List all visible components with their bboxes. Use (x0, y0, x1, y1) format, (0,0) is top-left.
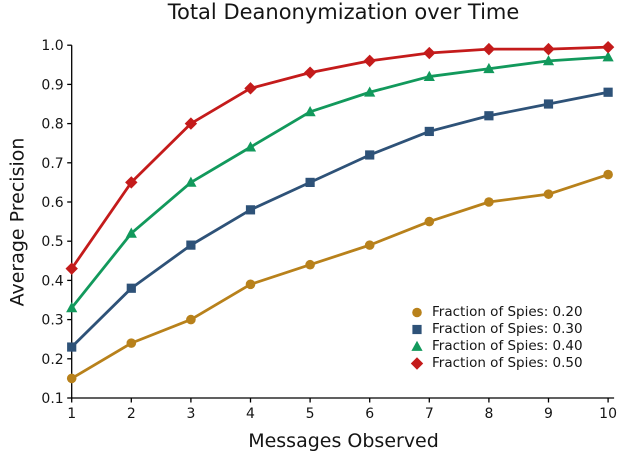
marker-square (603, 87, 613, 97)
legend-item: Fraction of Spies: 0.30 (409, 321, 583, 338)
x-tick-label: 10 (599, 406, 617, 422)
marker-square (126, 283, 136, 293)
x-tick-label: 3 (186, 406, 195, 422)
legend-item: Fraction of Spies: 0.50 (409, 355, 583, 372)
marker-square (484, 111, 494, 121)
y-tick-label: 0.6 (41, 195, 63, 211)
marker-square (543, 99, 554, 109)
x-tick-label: 8 (484, 406, 493, 422)
marker-diamond (244, 82, 257, 95)
marker-square (365, 150, 375, 160)
marker-circle (603, 169, 613, 180)
legend: Fraction of Spies: 0.20 Fraction of Spies… (409, 304, 583, 372)
marker-square (67, 342, 77, 352)
legend-label: Fraction of Spies: 0.50 (432, 355, 583, 371)
marker-square (186, 240, 196, 250)
marker-triangle (244, 141, 257, 152)
legend-label: Fraction of Spies: 0.30 (432, 321, 583, 337)
marker-triangle (411, 340, 423, 351)
marker-triangle (66, 302, 78, 313)
series-line (70, 173, 610, 380)
chart-title: Total Deanonymization over Time (167, 0, 520, 24)
legend-marker-square (412, 324, 422, 335)
marker-triangle (364, 86, 376, 97)
y-tick-label: 0.3 (41, 313, 63, 329)
marker-circle (305, 259, 315, 270)
x-tick-label: 5 (306, 406, 315, 422)
y-tick-label: 1.0 (41, 38, 63, 54)
marker-triangle (423, 70, 435, 81)
marker-circle (186, 314, 196, 325)
y-tick-label: 0.9 (41, 77, 63, 93)
series-line (70, 90, 610, 349)
marker-diamond (601, 40, 615, 54)
marker-diamond (482, 42, 496, 56)
marker-diamond (125, 176, 138, 189)
y-tick-label: 0.2 (41, 352, 63, 368)
x-tick-label: 2 (127, 406, 136, 422)
legend-label: Fraction of Spies: 0.40 (432, 338, 583, 354)
y-tick-label: 0.8 (41, 117, 63, 133)
legend-marker-diamond (410, 357, 424, 370)
marker-diamond (410, 357, 424, 370)
marker-triangle (185, 176, 197, 187)
marker-diamond (65, 262, 78, 275)
marker-circle (364, 240, 375, 250)
marker-triangle (602, 51, 614, 62)
series-line (70, 45, 610, 271)
x-axis-label: Messages Observed (248, 430, 439, 452)
x-tick-label: 9 (544, 406, 553, 422)
marker-circle (245, 279, 256, 290)
marker-square (305, 177, 315, 187)
marker-square (412, 324, 422, 335)
marker-triangle (125, 227, 137, 238)
marker-circle (66, 373, 77, 384)
marker-diamond (303, 66, 317, 79)
legend-marker-circle (412, 307, 422, 318)
marker-diamond (423, 46, 436, 60)
marker-circle (424, 216, 435, 227)
series-line (70, 55, 610, 310)
marker-diamond (542, 42, 555, 56)
marker-square (245, 205, 256, 215)
marker-triangle (542, 55, 555, 66)
legend-item: Fraction of Spies: 0.40 (409, 338, 583, 355)
marker-diamond (363, 54, 376, 68)
x-tick-label: 1 (67, 406, 76, 422)
x-tick-label: 6 (365, 406, 374, 422)
legend-marker-triangle (411, 340, 423, 351)
legend-label: Fraction of Spies: 0.20 (432, 304, 583, 320)
legend-item: Fraction of Spies: 0.20 (409, 304, 583, 321)
marker-triangle (304, 106, 316, 117)
y-tick-label: 0.1 (41, 391, 63, 407)
y-tick-label: 0.4 (41, 273, 63, 289)
x-tick-label: 7 (425, 406, 434, 422)
marker-circle (484, 197, 494, 207)
marker-triangle (483, 62, 495, 74)
marker-circle (126, 338, 137, 348)
x-tick-label: 4 (246, 406, 255, 422)
y-tick-label: 0.7 (41, 156, 63, 172)
marker-diamond (184, 117, 198, 130)
marker-circle (543, 189, 554, 199)
y-tick-label: 0.5 (41, 234, 63, 250)
marker-circle (412, 307, 422, 318)
marker-square (424, 126, 434, 137)
